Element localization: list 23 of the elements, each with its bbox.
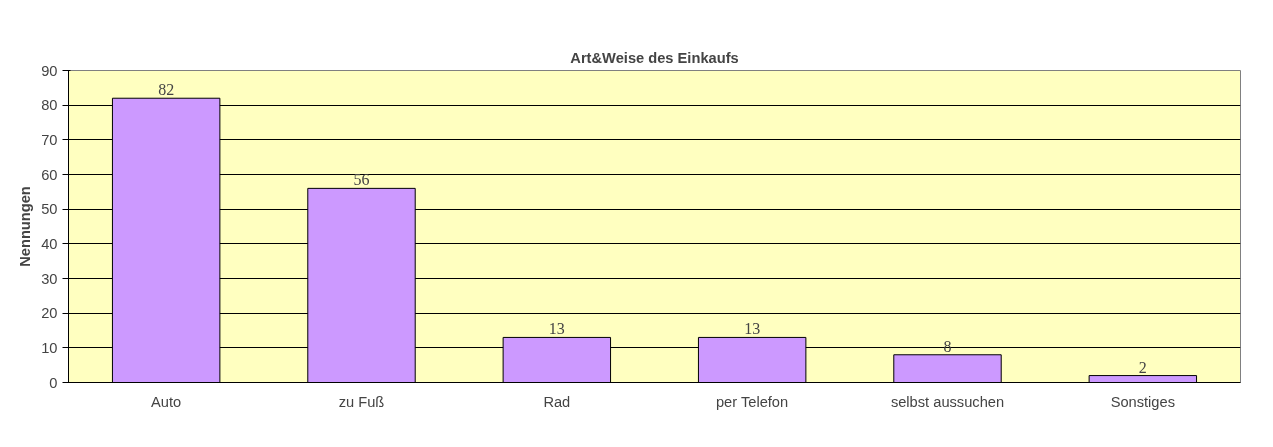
x-tick-label: per Telefon [715, 393, 789, 410]
y-tick-label: 90 [41, 62, 58, 79]
y-tick-label: 60 [41, 166, 58, 183]
chart-title: Art&Weise des Einkaufs [570, 49, 739, 66]
x-tick-label: Auto [151, 393, 182, 410]
data-label: 13 [744, 320, 761, 338]
data-label: 13 [548, 320, 565, 338]
y-axis-title: Nennungen [17, 186, 34, 267]
x-tick-label: Rad [543, 393, 571, 410]
x-tick-label: selbst aussuchen [890, 393, 1005, 410]
data-label: 2 [1138, 358, 1147, 376]
y-tick-label: 0 [49, 374, 58, 391]
y-tick-label: 40 [41, 235, 58, 252]
y-tick-label: 10 [41, 339, 58, 356]
x-tick-label: Sonstiges [1110, 393, 1176, 410]
y-tick-label: 80 [41, 97, 58, 114]
y-tick-label: 20 [41, 305, 58, 322]
y-tick-label: 70 [41, 131, 58, 148]
data-label: 82 [158, 81, 175, 99]
y-tick-label: 50 [41, 201, 58, 218]
data-label: 56 [353, 171, 370, 189]
y-tick-label: 30 [41, 270, 58, 287]
x-tick-label: zu Fuß [338, 393, 385, 410]
